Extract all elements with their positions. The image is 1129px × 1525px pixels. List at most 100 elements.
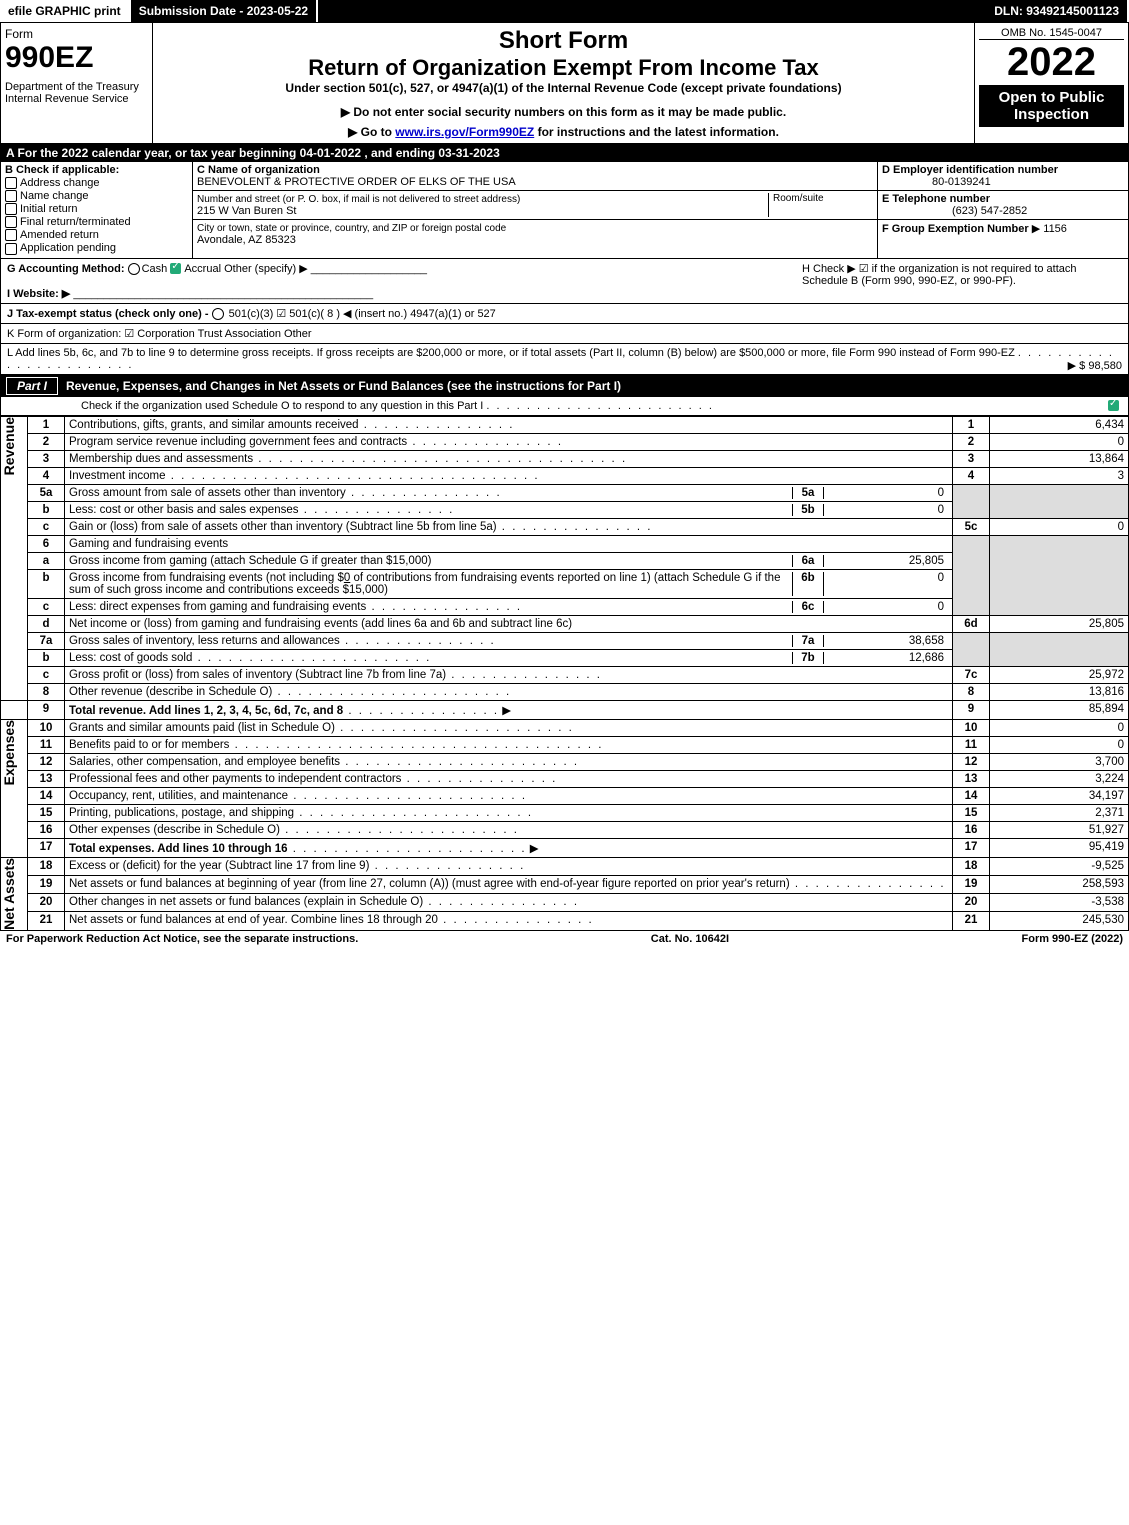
- phone-label: E Telephone number: [882, 193, 990, 205]
- title-short: Short Form: [161, 27, 966, 55]
- group-exempt-label: F Group Exemption Number: [882, 223, 1029, 235]
- note-link: ▶ Go to www.irs.gov/Form990EZ for instru…: [161, 125, 966, 139]
- netassets-vlabel: Net Assets: [1, 858, 17, 930]
- amt-13: 3,224: [990, 770, 1129, 787]
- note-link-post: for instructions and the latest informat…: [534, 125, 779, 139]
- desc-20: Other changes in net assets or fund bala…: [69, 896, 423, 908]
- desc-6: Gaming and fundraising events: [65, 535, 953, 552]
- efile-label[interactable]: efile GRAPHIC print: [0, 0, 131, 22]
- desc-2: Program service revenue including govern…: [69, 436, 407, 448]
- desc-8: Other revenue (describe in Schedule O): [69, 686, 272, 698]
- cb-amended-return[interactable]: Amended return: [5, 229, 188, 241]
- box-1: 1: [953, 416, 990, 433]
- form-word: Form: [5, 27, 148, 41]
- note-link-pre: ▶ Go to: [348, 125, 395, 139]
- desc-6a: Gross income from gaming (attach Schedul…: [65, 552, 953, 569]
- header-center: Short Form Return of Organization Exempt…: [153, 23, 975, 143]
- desc-14: Occupancy, rent, utilities, and maintena…: [69, 790, 288, 802]
- amt-10: 0: [990, 719, 1129, 736]
- desc-5a: Gross amount from sale of assets other t…: [65, 484, 953, 501]
- radio-accrual[interactable]: [170, 263, 181, 274]
- amt-8: 13,816: [990, 683, 1129, 700]
- group-exempt-value: ▶ 1156: [1032, 223, 1067, 235]
- row-h: H Check ▶ ☑ if the organization is not r…: [802, 262, 1122, 300]
- amt-5c: 0: [990, 518, 1129, 535]
- amt-21: 245,530: [990, 912, 1129, 930]
- cb-initial-return[interactable]: Initial return: [5, 203, 188, 215]
- b-title: B Check if applicable:: [5, 164, 188, 176]
- cb-label: Address change: [20, 177, 100, 189]
- desc-1: Contributions, gifts, grants, and simila…: [65, 416, 953, 433]
- irs-link[interactable]: www.irs.gov/Form990EZ: [395, 125, 534, 139]
- amt-12: 3,700: [990, 753, 1129, 770]
- street-value: 215 W Van Buren St: [197, 205, 296, 217]
- desc-7a: Gross sales of inventory, less returns a…: [65, 632, 953, 649]
- org-name-block: C Name of organization BENEVOLENT & PROT…: [193, 162, 877, 191]
- col-d-e-f: D Employer identification number 80-0139…: [877, 162, 1128, 258]
- footer-right: Form 990-EZ (2022): [1022, 933, 1123, 945]
- schedule-o-checkbox[interactable]: [1108, 400, 1119, 411]
- row-g-h: G Accounting Method: Cash Accrual Other …: [0, 259, 1129, 304]
- row-l: L Add lines 5b, 6c, and 7b to line 9 to …: [0, 344, 1129, 375]
- expenses-vlabel: Expenses: [1, 720, 17, 785]
- form-header: Form 990EZ Department of the Treasury In…: [0, 22, 1129, 144]
- amt-17: 95,419: [990, 838, 1129, 857]
- form-number: 990EZ: [5, 41, 148, 75]
- row-j: J Tax-exempt status (check only one) - 5…: [0, 304, 1129, 324]
- desc-5c: Gain or (loss) from sale of assets other…: [69, 521, 497, 533]
- radio-501c3[interactable]: [212, 308, 224, 320]
- topbar-spacer: [318, 0, 986, 22]
- subtitle: Under section 501(c), 527, or 4947(a)(1)…: [161, 81, 966, 95]
- city-label: City or town, state or province, country…: [197, 223, 506, 234]
- phone-value: (623) 547-2852: [882, 205, 1027, 217]
- other-label: Other (specify) ▶: [224, 263, 308, 275]
- check-text: Check if the organization used Schedule …: [81, 400, 483, 412]
- open-public-box: Open to Public Inspection: [979, 85, 1124, 127]
- cb-address-change[interactable]: Address change: [5, 177, 188, 189]
- c-label: C Name of organization: [197, 164, 320, 176]
- desc-17: Total expenses. Add lines 10 through 16: [69, 843, 288, 855]
- amt-14: 34,197: [990, 787, 1129, 804]
- radio-cash[interactable]: [128, 263, 140, 275]
- part-i-header: Part I Revenue, Expenses, and Changes in…: [0, 375, 1129, 397]
- page-footer: For Paperwork Reduction Act Notice, see …: [0, 931, 1129, 947]
- org-name: BENEVOLENT & PROTECTIVE ORDER OF ELKS OF…: [197, 176, 516, 188]
- part-i-tab: Part I: [6, 377, 58, 395]
- submission-date: Submission Date - 2023-05-22: [131, 0, 318, 22]
- top-bar: efile GRAPHIC print Submission Date - 20…: [0, 0, 1129, 22]
- tax-year: 2022: [979, 40, 1124, 85]
- amt-6d: 25,805: [990, 615, 1129, 632]
- ein-value: 80-0139241: [882, 176, 991, 188]
- financial-table: Revenue 1 Contributions, gifts, grants, …: [0, 416, 1129, 931]
- footer-mid: Cat. No. 10642I: [651, 933, 729, 945]
- cb-application-pending[interactable]: Application pending: [5, 242, 188, 254]
- accrual-label: Accrual: [184, 263, 221, 275]
- revenue-vlabel: Revenue: [1, 417, 17, 475]
- cb-name-change[interactable]: Name change: [5, 190, 188, 202]
- desc-10: Grants and similar amounts paid (list in…: [69, 722, 335, 734]
- footer-left: For Paperwork Reduction Act Notice, see …: [6, 933, 358, 945]
- city-value: Avondale, AZ 85323: [197, 234, 296, 246]
- desc-18: Excess or (deficit) for the year (Subtra…: [69, 860, 369, 872]
- cb-label: Amended return: [20, 229, 99, 241]
- cb-final-return[interactable]: Final return/terminated: [5, 216, 188, 228]
- desc-21: Net assets or fund balances at end of ye…: [69, 914, 438, 926]
- amt-4: 3: [990, 467, 1129, 484]
- desc-12: Salaries, other compensation, and employ…: [69, 756, 340, 768]
- desc-13: Professional fees and other payments to …: [69, 773, 401, 785]
- amt-18: -9,525: [990, 857, 1129, 875]
- amt-11: 0: [990, 736, 1129, 753]
- col-c-org-info: C Name of organization BENEVOLENT & PROT…: [193, 162, 877, 258]
- dots: [486, 400, 714, 412]
- desc-7c: Gross profit or (loss) from sales of inv…: [69, 669, 446, 681]
- cash-label: Cash: [142, 263, 168, 275]
- j-label: J Tax-exempt status (check only one) -: [7, 308, 209, 320]
- title-main: Return of Organization Exempt From Incom…: [161, 55, 966, 81]
- amt-16: 51,927: [990, 821, 1129, 838]
- section-b-through-f: B Check if applicable: Address change Na…: [0, 162, 1129, 259]
- amt-15: 2,371: [990, 804, 1129, 821]
- header-right: OMB No. 1545-0047 2022 Open to Public In…: [975, 23, 1128, 143]
- amt-20: -3,538: [990, 894, 1129, 912]
- website-label: I Website: ▶: [7, 288, 70, 300]
- desc-4: Investment income: [69, 470, 166, 482]
